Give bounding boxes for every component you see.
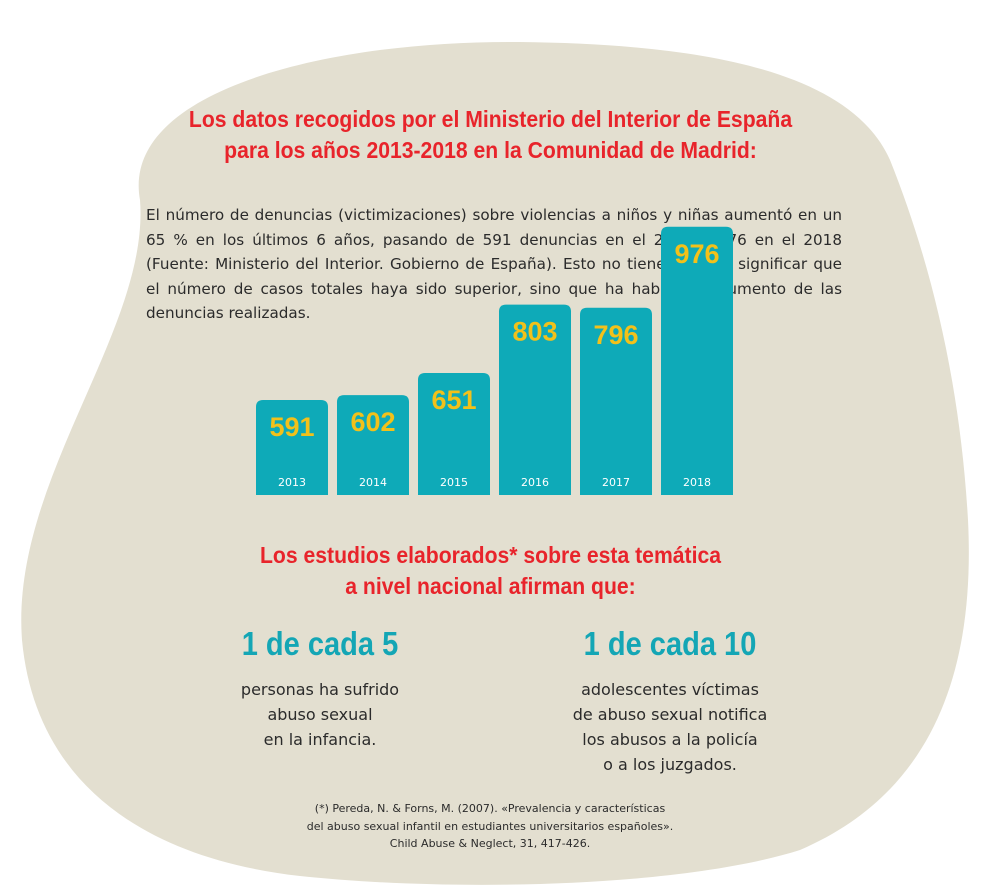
stat-line: en la infancia. — [263, 730, 377, 749]
heading-estudios: Los estudios elaborados* sobre esta temá… — [39, 540, 942, 602]
bar-2013 — [256, 400, 328, 495]
bar-value-label: 651 — [431, 385, 476, 415]
bar-year-label: 2017 — [602, 476, 630, 489]
bar-value-label: 796 — [593, 320, 638, 350]
bar-value-label: 602 — [350, 407, 395, 437]
stat-2-description: adolescentes víctimas de abuso sexual no… — [520, 677, 820, 777]
bar-year-label: 2016 — [521, 476, 549, 489]
stat-1-of-10: 1 de cada 10 — [583, 625, 757, 662]
stat-line: adolescentes víctimas — [581, 680, 759, 699]
heading-line: para los años 2013-2018 en la Comunidad … — [224, 137, 757, 163]
heading-ministerio: Los datos recogidos por el Ministerio de… — [39, 104, 942, 166]
bar-2017 — [580, 307, 652, 495]
bar-year-label: 2013 — [278, 476, 306, 489]
bar-2016 — [499, 304, 571, 495]
bar-2014 — [337, 395, 409, 495]
bar-2015 — [418, 373, 490, 495]
stat-1-description: personas ha sufrido abuso sexual en la i… — [170, 677, 470, 752]
bar-value-label: 591 — [269, 412, 314, 442]
bar-year-label: 2014 — [359, 476, 387, 489]
stat-line: o a los juzgados. — [603, 755, 737, 774]
bar-value-label: 976 — [674, 239, 719, 269]
heading-line: a nivel nacional afirman que: — [345, 573, 636, 599]
heading-line: Los estudios elaborados* sobre esta temá… — [260, 542, 721, 568]
bar-value-label: 803 — [512, 317, 557, 347]
bar-year-label: 2018 — [683, 476, 711, 489]
bar-year-label: 2015 — [440, 476, 468, 489]
stat-line: abuso sexual — [267, 705, 373, 724]
stat-1-of-5: 1 de cada 5 — [241, 625, 399, 662]
stat-line: los abusos a la policía — [582, 730, 758, 749]
heading-line: Los datos recogidos por el Ministerio de… — [188, 106, 793, 132]
reference-line: (*) Pereda, N. & Forns, M. (2007). «Prev… — [314, 802, 666, 815]
reference-line: Child Abuse & Neglect, 31, 417-426. — [389, 837, 591, 850]
reference-line: del abuso sexual infantil en estudiantes… — [306, 819, 674, 833]
stat-line: personas ha sufrido — [240, 680, 400, 699]
bar-2018 — [661, 226, 733, 496]
reference-footnote: (*) Pereda, N. & Forns, M. (2007). «Prev… — [240, 800, 740, 853]
stat-line: de abuso sexual notifica — [572, 705, 768, 724]
